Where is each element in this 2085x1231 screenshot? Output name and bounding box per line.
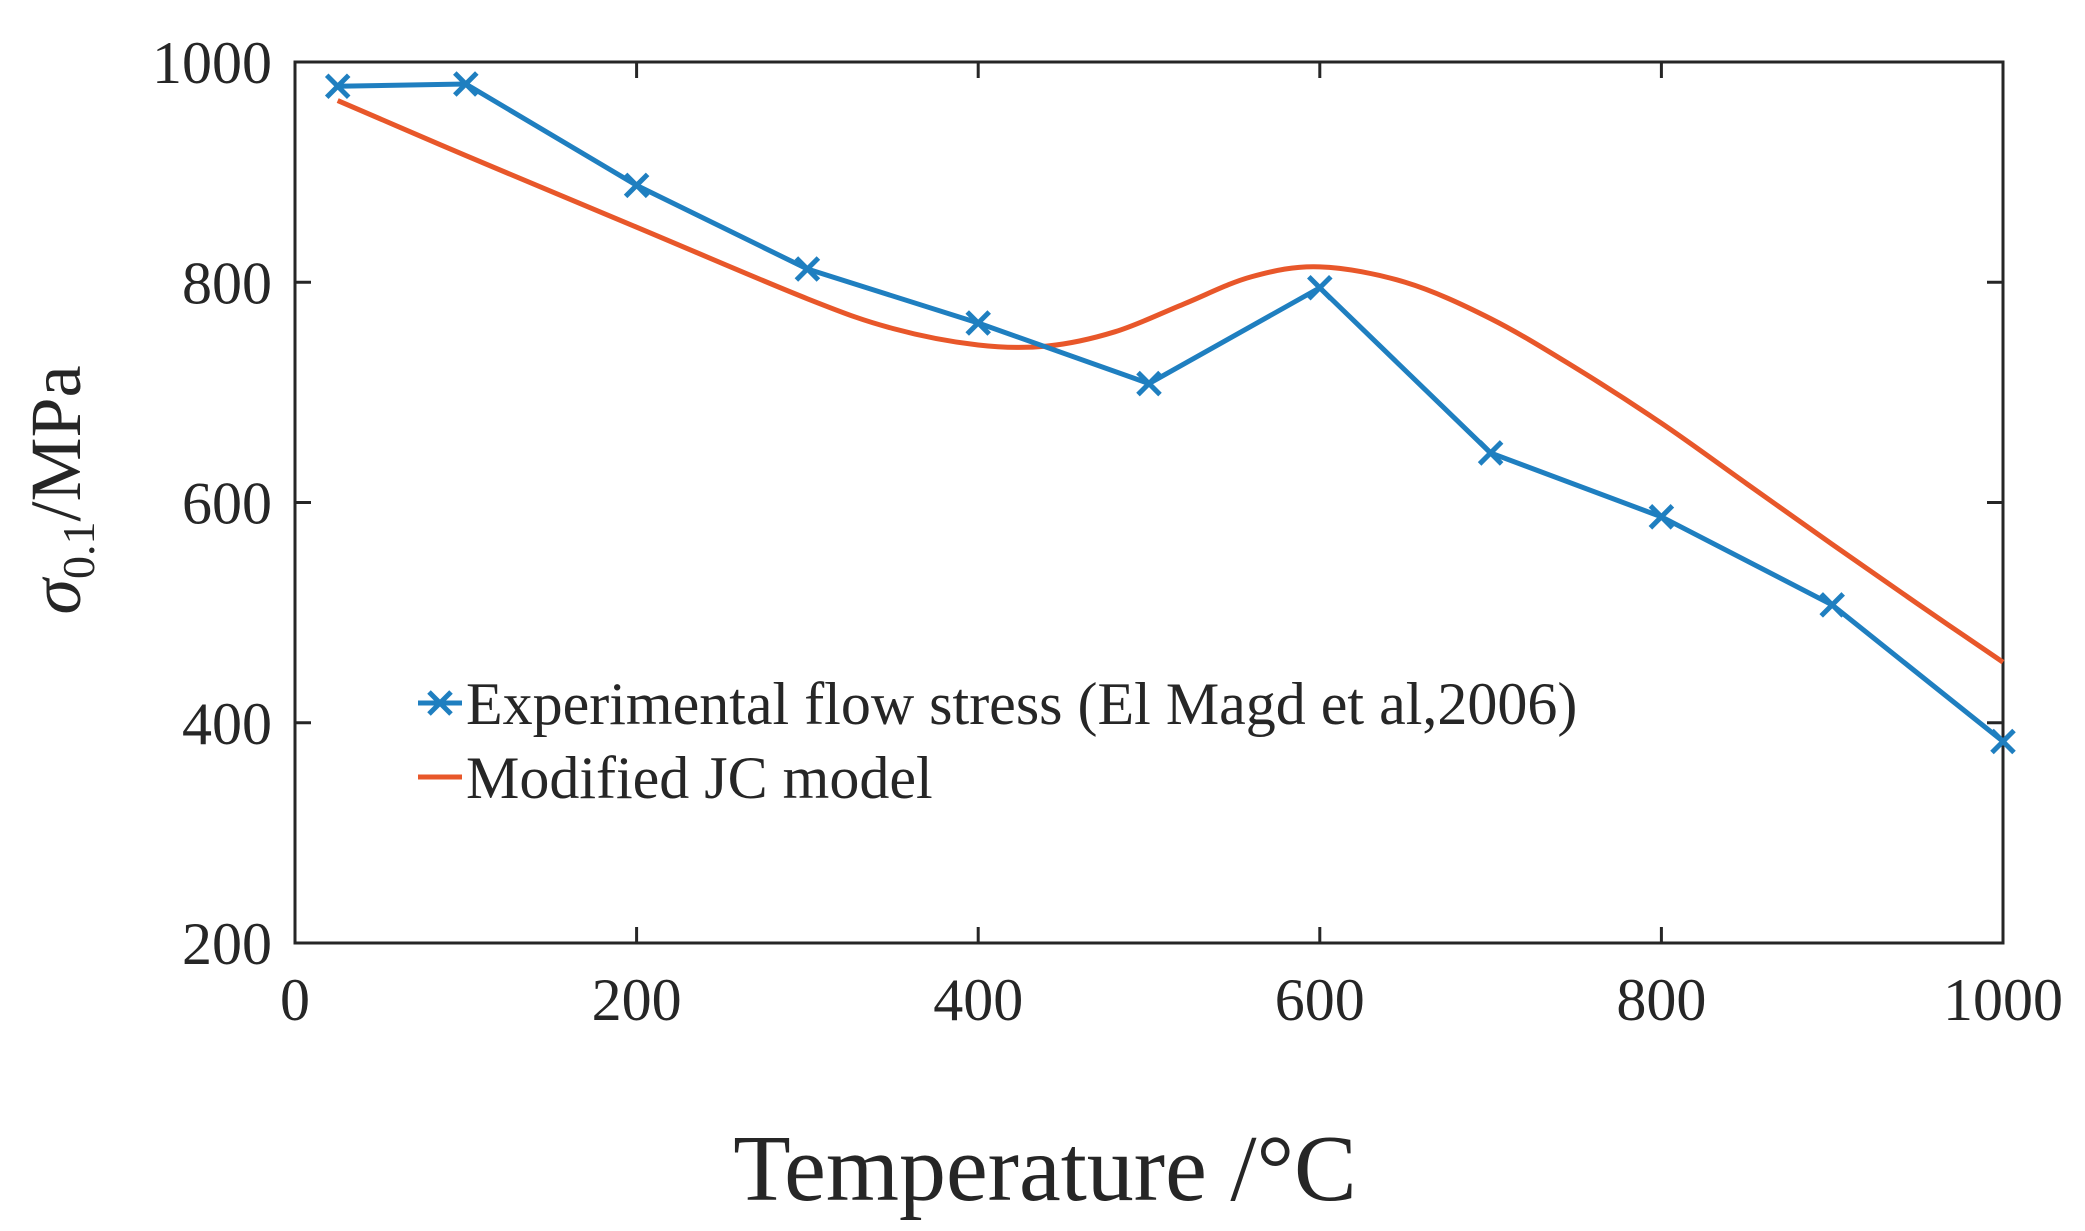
legend-marker-experimental [427,690,453,716]
data-point-experimental [623,172,650,199]
x-tick-label: 1000 [1943,967,2063,1033]
legend-entry-model: Modified JC model [418,745,933,811]
y-axis-subscript: 0.1 [53,522,104,580]
marker-stroke [1990,728,2016,755]
legend-label-model: Modified JC model [466,745,933,811]
x-tick-label: 600 [1275,967,1365,1033]
marker-stroke [1648,504,1675,530]
series-layer [324,71,2016,755]
marker-stroke [1136,370,1162,397]
data-point-experimental [324,73,351,99]
legend-label-experimental: Experimental flow stress (El Magd et al,… [466,671,1577,737]
y-tick-label: 800 [182,250,272,316]
y-tick-label: 200 [182,911,272,977]
series-line-model [336,98,2005,665]
y-tick-label: 600 [182,471,272,537]
legend-entry-experimental: Experimental flow stress (El Magd et al,… [418,671,1577,737]
series-line-experimental [337,81,2005,744]
legend: Experimental flow stress (El Magd et al,… [418,671,1577,811]
data-point-experimental [965,310,991,336]
x-axis-title: Temperature /°C [733,1117,1356,1221]
data-point-experimental [453,71,479,97]
marker-stroke [453,71,479,97]
marker-stroke [623,172,650,199]
y-axis-symbol: σ [16,577,96,615]
marker-stroke [1307,274,1333,301]
data-point-experimental [794,256,821,282]
marker-stroke [324,73,351,99]
data-point-experimental [1819,592,1845,618]
x-tick-label: 800 [1616,967,1706,1033]
data-point-experimental [1477,440,1504,466]
x-tick-label: 200 [592,967,682,1033]
y-axis-unit: /MPa [16,365,96,521]
marker-stroke [1819,592,1845,618]
marker-stroke [1477,440,1504,466]
marker-stroke [965,310,991,336]
y-tick-label: 400 [182,691,272,757]
data-point-experimental [1136,370,1162,397]
legend-marker-x [427,690,453,716]
data-point-experimental [1648,504,1675,530]
marker-stroke [794,256,821,282]
y-tick-label: 1000 [152,30,272,96]
marker-stroke [427,690,453,716]
x-tick-label: 400 [933,967,1023,1033]
x-tick-label: 0 [280,967,310,1033]
y-axis-title: σ0.1/MPa [16,365,104,614]
data-point-experimental [1990,728,2016,755]
data-point-experimental [1307,274,1333,301]
